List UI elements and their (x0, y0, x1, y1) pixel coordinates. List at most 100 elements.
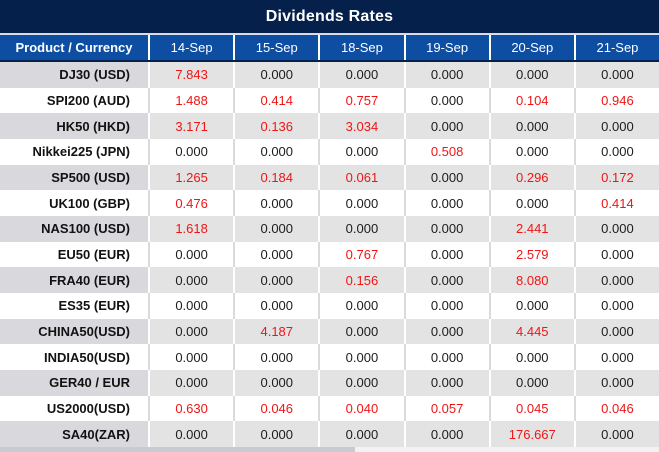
value-cell: 0.000 (148, 370, 234, 396)
value-cell: 0.414 (233, 87, 319, 114)
value-cell: 3.171 (148, 113, 234, 140)
value-cell: 0.000 (403, 216, 489, 242)
value-cell: 0.000 (403, 267, 489, 294)
table-body: DJ30 (USD) 7.843 0.000 0.000 0.000 0.000… (0, 62, 659, 448)
value-cell: 0.000 (318, 216, 404, 242)
value-cell: 0.000 (573, 139, 659, 165)
value-cell: 0.040 (318, 395, 404, 422)
value-cell: 0.000 (403, 293, 489, 319)
value-cell: 0.156 (318, 267, 404, 294)
value-cell: 0.000 (318, 139, 404, 165)
value-cell: 0.000 (318, 370, 404, 396)
value-cell: 0.946 (573, 87, 659, 114)
value-cell: 0.000 (403, 62, 489, 88)
value-cell: 0.000 (233, 190, 319, 217)
title-bar: Dividends Rates (0, 0, 659, 33)
value-cell: 0.000 (318, 62, 404, 88)
value-cell: 0.000 (148, 267, 234, 294)
value-cell: 0.104 (488, 87, 574, 114)
value-cell: 0.000 (233, 293, 319, 319)
value-cell: 0.045 (488, 395, 574, 422)
value-cell: 0.000 (488, 62, 574, 88)
product-cell: GER40 / EUR (0, 370, 148, 396)
value-cell: 0.630 (148, 395, 234, 422)
value-cell: 0.000 (148, 241, 234, 268)
product-cell: SPI200 (AUD) (0, 87, 148, 114)
value-cell: 0.000 (573, 344, 659, 371)
table-header-row: Product / Currency 14-Sep 15-Sep 18-Sep … (0, 35, 659, 62)
product-cell: INDIA50(USD) (0, 344, 148, 371)
value-cell: 0.000 (403, 113, 489, 140)
value-cell: 0.000 (148, 318, 234, 345)
value-cell: 0.508 (403, 139, 489, 165)
product-cell: HK50 (HKD) (0, 113, 148, 140)
column-header-product-currency: Product / Currency (15, 40, 133, 55)
value-cell: 0.000 (233, 344, 319, 371)
value-cell: 1.488 (148, 87, 234, 114)
value-cell: 0.000 (488, 293, 574, 319)
column-header-date-5: 20-Sep (488, 35, 574, 60)
product-cell: SA40(ZAR) (0, 421, 148, 448)
table-row: SP500 (USD) 1.265 0.184 0.061 0.000 0.29… (0, 164, 659, 191)
value-cell: 0.000 (233, 370, 319, 396)
page-title: Dividends Rates (265, 7, 394, 25)
value-cell: 0.000 (233, 62, 319, 88)
value-cell: 0.000 (403, 370, 489, 396)
value-cell: 0.000 (488, 139, 574, 165)
value-cell: 0.000 (573, 267, 659, 294)
table-row: EU50 (EUR) 0.000 0.000 0.767 0.000 2.579… (0, 241, 659, 268)
value-cell: 3.034 (318, 113, 404, 140)
title-separator (0, 33, 659, 35)
value-cell: 8.080 (488, 267, 574, 294)
value-cell: 0.000 (403, 421, 489, 448)
value-cell: 4.445 (488, 318, 574, 345)
value-cell: 0.000 (573, 241, 659, 268)
value-cell: 2.441 (488, 216, 574, 242)
value-cell: 0.000 (573, 370, 659, 396)
horizontal-scrollbar[interactable] (0, 447, 659, 452)
value-cell: 0.000 (148, 139, 234, 165)
table-row: GER40 / EUR 0.000 0.000 0.000 0.000 0.00… (0, 370, 659, 396)
value-cell: 0.000 (233, 267, 319, 294)
column-header-date-6: 21-Sep (573, 35, 659, 60)
product-cell: ES35 (EUR) (0, 293, 148, 319)
table-row: FRA40 (EUR) 0.000 0.000 0.156 0.000 8.08… (0, 267, 659, 294)
value-cell: 0.000 (148, 293, 234, 319)
value-cell: 0.000 (403, 241, 489, 268)
value-cell: 2.579 (488, 241, 574, 268)
value-cell: 0.000 (148, 344, 234, 371)
value-cell: 0.184 (233, 164, 319, 191)
column-header-date-1: 14-Sep (148, 35, 233, 60)
value-cell: 0.046 (573, 395, 659, 422)
value-cell: 0.000 (573, 216, 659, 242)
value-cell: 0.000 (573, 293, 659, 319)
table-row: SA40(ZAR) 0.000 0.000 0.000 0.000 176.66… (0, 421, 659, 448)
value-cell: 0.136 (233, 113, 319, 140)
value-cell: 0.000 (233, 241, 319, 268)
value-cell: 0.000 (488, 370, 574, 396)
value-cell: 0.000 (233, 139, 319, 165)
value-cell: 0.000 (403, 344, 489, 371)
table-row: CHINA50(USD) 0.000 4.187 0.000 0.000 4.4… (0, 318, 659, 345)
value-cell: 1.265 (148, 164, 234, 191)
table-row: Nikkei225 (JPN) 0.000 0.000 0.000 0.508 … (0, 139, 659, 165)
value-cell: 0.000 (403, 87, 489, 114)
product-cell: DJ30 (USD) (0, 62, 148, 88)
product-cell: UK100 (GBP) (0, 190, 148, 217)
value-cell: 0.000 (573, 62, 659, 88)
column-header-date-3: 18-Sep (318, 35, 403, 60)
value-cell: 0.476 (148, 190, 234, 217)
value-cell: 0.000 (318, 318, 404, 345)
value-cell: 0.046 (233, 395, 319, 422)
scrollbar-thumb[interactable] (0, 447, 355, 452)
product-cell: Nikkei225 (JPN) (0, 139, 148, 165)
value-cell: 0.000 (318, 421, 404, 448)
value-cell: 0.000 (488, 113, 574, 140)
value-cell: 4.187 (233, 318, 319, 345)
product-cell: US2000(USD) (0, 395, 148, 422)
table-row: SPI200 (AUD) 1.488 0.414 0.757 0.000 0.1… (0, 87, 659, 114)
value-cell: 0.000 (318, 344, 404, 371)
value-cell: 176.667 (488, 421, 574, 448)
product-cell: NAS100 (USD) (0, 216, 148, 242)
value-cell: 0.172 (573, 164, 659, 191)
